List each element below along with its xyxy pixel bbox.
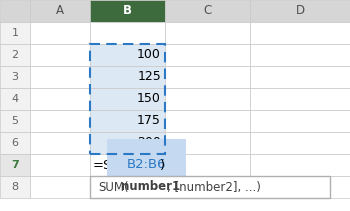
Bar [90,0,165,22]
Bar [165,0,250,22]
Bar [0,110,30,132]
Bar [0,132,30,154]
Text: 5: 5 [12,116,19,126]
Text: ): ) [160,158,165,172]
Text: 125: 125 [137,70,161,84]
Bar [0,22,30,44]
Bar [165,66,250,88]
Bar [90,44,165,66]
Text: B: B [123,4,132,18]
Bar [0,176,30,198]
Bar [250,22,350,44]
Text: 6: 6 [12,138,19,148]
Bar [0,88,30,110]
Text: =SUM(: =SUM( [93,158,139,172]
Text: 7: 7 [11,160,19,170]
Bar [165,132,250,154]
Bar [165,88,250,110]
Bar [30,44,90,66]
Bar [0,66,30,88]
Bar [250,176,350,198]
FancyBboxPatch shape [90,176,330,198]
Text: 100: 100 [137,49,161,61]
Text: 4: 4 [12,94,19,104]
Bar [30,176,90,198]
Text: 200: 200 [137,137,161,150]
Text: number1: number1 [121,180,180,193]
Bar [30,110,90,132]
Bar [30,66,90,88]
Bar [250,66,350,88]
Text: 3: 3 [12,72,19,82]
Text: 175: 175 [137,115,161,127]
Bar [90,66,165,88]
Text: 8: 8 [12,182,19,192]
Bar [90,176,165,198]
Bar [90,154,165,176]
Bar [30,88,90,110]
Bar [165,110,250,132]
Bar [250,154,350,176]
Text: 150: 150 [137,92,161,106]
Bar [165,22,250,44]
Bar [165,154,250,176]
Text: , [number2], ...): , [number2], ...) [167,180,261,193]
Bar [30,22,90,44]
Bar [165,44,250,66]
Bar [0,0,30,22]
Text: C: C [203,4,212,18]
Bar [250,132,350,154]
Bar [250,110,350,132]
Text: 2: 2 [12,50,19,60]
Bar [250,88,350,110]
Bar [30,0,90,22]
Bar [0,44,30,66]
Text: 1: 1 [12,28,19,38]
Bar [90,88,165,110]
Text: B2:B6: B2:B6 [127,158,167,172]
Bar [165,176,250,198]
Bar [90,132,165,154]
Bar [250,0,350,22]
Bar [30,132,90,154]
Bar [90,22,165,44]
Bar [30,154,90,176]
Bar [90,44,165,154]
Text: D: D [295,4,304,18]
Bar [90,110,165,132]
Text: A: A [56,4,64,18]
Bar [0,154,30,176]
Bar [250,44,350,66]
Text: SUM(: SUM( [98,180,129,193]
